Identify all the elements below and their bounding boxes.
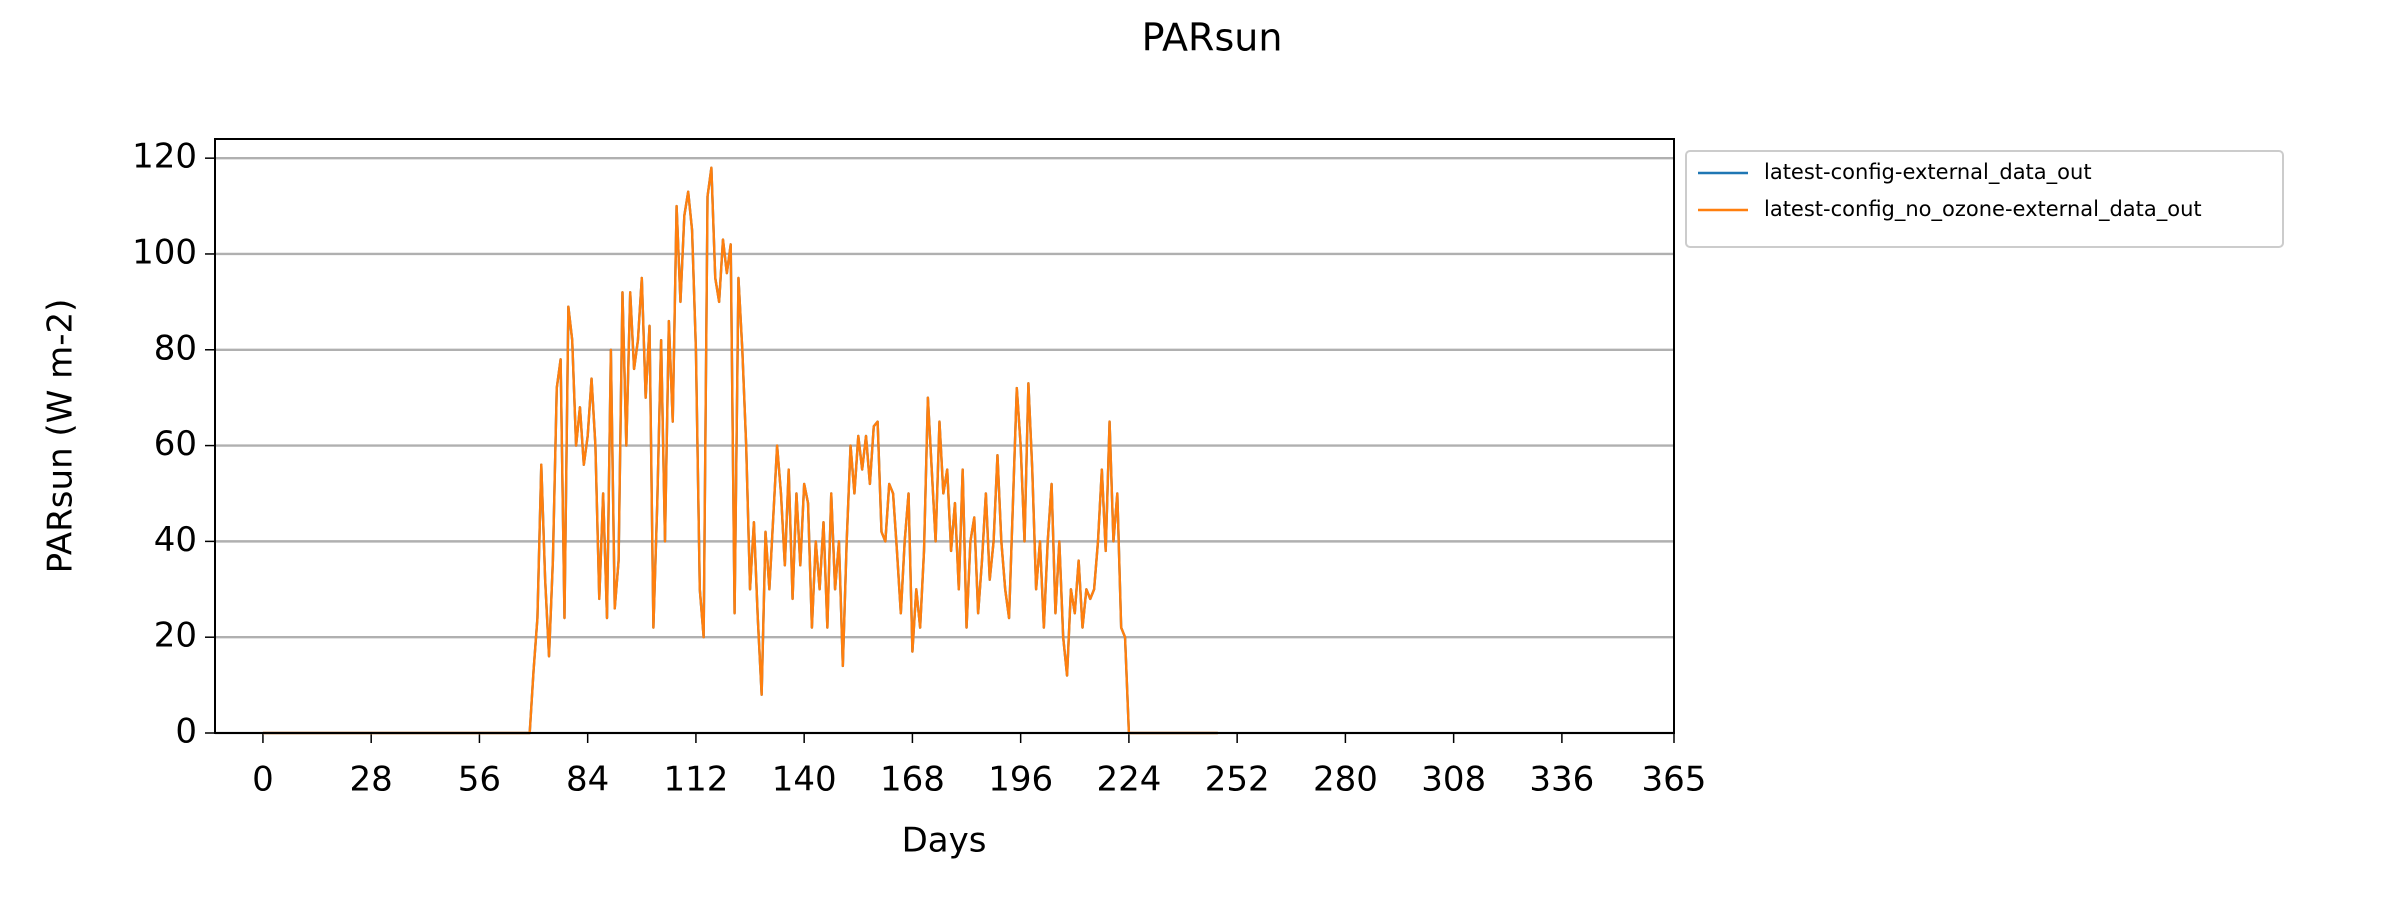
x-tick-label: 196: [988, 760, 1053, 800]
legend-box: [1685, 150, 2284, 248]
x-tick-label: 84: [566, 760, 609, 800]
legend-label: latest-config-external_data_out: [1764, 160, 2092, 185]
x-axis-label: Days: [902, 821, 987, 861]
x-tick-label: 280: [1313, 760, 1378, 800]
y-tick-label: 80: [154, 328, 197, 368]
x-tick-label: 0: [252, 760, 274, 800]
y-tick-label: 0: [175, 712, 197, 752]
x-tick-label: 336: [1529, 760, 1594, 800]
x-tick-label: 252: [1205, 760, 1270, 800]
y-tick-label: 40: [154, 520, 197, 560]
y-axis-label: PARsun (W m-2): [41, 299, 81, 574]
y-tick-label: 120: [132, 137, 197, 177]
chart-title: PARsun: [1142, 16, 1283, 60]
y-tick-label: 100: [132, 232, 197, 272]
series-line: [262, 166, 1218, 735]
plot-frame: [214, 138, 1675, 734]
y-tick-label: 20: [154, 616, 197, 656]
x-tick-label: 140: [772, 760, 837, 800]
x-tick-label: 28: [350, 760, 393, 800]
y-tick-label: 60: [154, 424, 197, 464]
x-tick-label: 168: [880, 760, 945, 800]
x-tick-label: 112: [663, 760, 728, 800]
x-tick-label: 56: [458, 760, 501, 800]
x-tick-label: 365: [1642, 760, 1707, 800]
x-tick-label: 308: [1421, 760, 1486, 800]
x-tick-label: 224: [1096, 760, 1161, 800]
legend-label: latest-config_no_ozone-external_data_out: [1764, 197, 2202, 222]
